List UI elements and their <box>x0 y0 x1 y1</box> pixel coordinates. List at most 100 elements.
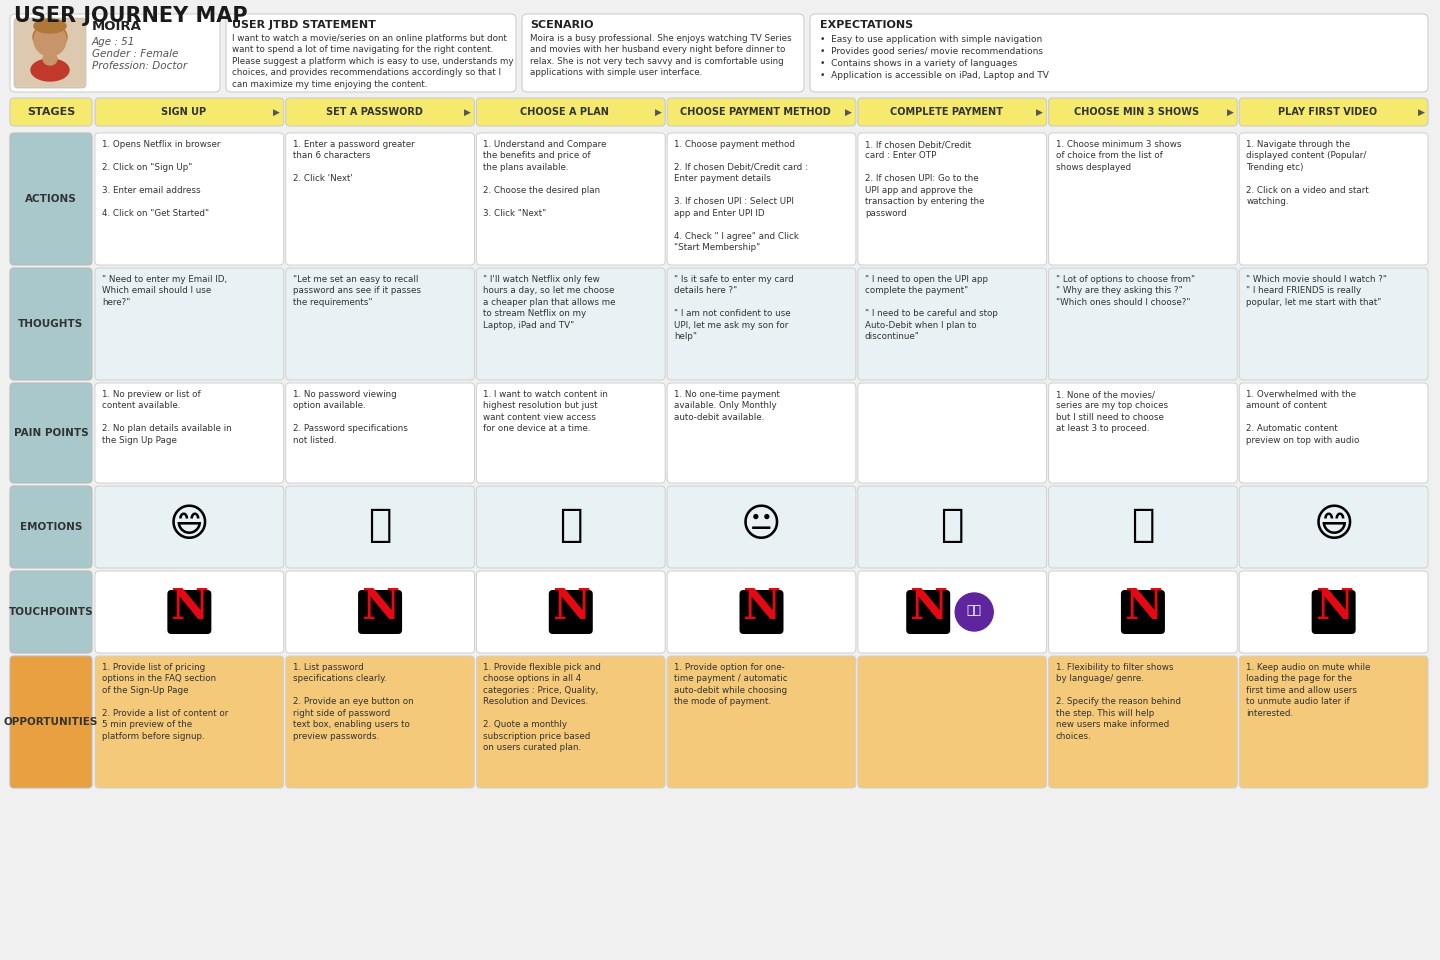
Text: •  Contains shows in a variety of languages: • Contains shows in a variety of languag… <box>819 59 1017 68</box>
FancyBboxPatch shape <box>10 268 92 380</box>
FancyBboxPatch shape <box>285 268 474 380</box>
Text: 1. Provide flexible pick and
choose options in all 4
categories : Price, Quality: 1. Provide flexible pick and choose opti… <box>484 663 602 752</box>
Text: N: N <box>1315 586 1352 628</box>
Text: N: N <box>552 586 590 628</box>
Text: PLAY FIRST VIDEO: PLAY FIRST VIDEO <box>1279 107 1377 117</box>
Text: 1. Understand and Compare
the benefits and price of
the plans available.

2. Cho: 1. Understand and Compare the benefits a… <box>484 140 606 218</box>
Text: TOUCHPOINTS: TOUCHPOINTS <box>9 607 94 617</box>
Text: ▶: ▶ <box>464 108 471 116</box>
Text: N: N <box>361 586 399 628</box>
FancyBboxPatch shape <box>1312 590 1355 634</box>
FancyBboxPatch shape <box>858 133 1047 265</box>
FancyBboxPatch shape <box>10 14 220 92</box>
FancyBboxPatch shape <box>1048 268 1237 380</box>
FancyBboxPatch shape <box>95 383 284 483</box>
Text: Gender : Female: Gender : Female <box>92 49 179 59</box>
FancyBboxPatch shape <box>906 590 950 634</box>
Ellipse shape <box>33 24 68 50</box>
Ellipse shape <box>43 53 58 65</box>
FancyBboxPatch shape <box>10 133 92 265</box>
FancyBboxPatch shape <box>95 486 284 568</box>
FancyBboxPatch shape <box>740 590 783 634</box>
Text: N: N <box>909 586 948 628</box>
FancyBboxPatch shape <box>858 486 1047 568</box>
FancyBboxPatch shape <box>1240 383 1428 483</box>
Text: EMOTIONS: EMOTIONS <box>20 522 82 532</box>
FancyBboxPatch shape <box>10 98 92 126</box>
FancyBboxPatch shape <box>809 14 1428 92</box>
FancyBboxPatch shape <box>1120 590 1165 634</box>
Text: PAIN POINTS: PAIN POINTS <box>14 428 88 438</box>
Text: 1. Provide list of pricing
options in the FAQ section
of the Sign-Up Page

2. Pr: 1. Provide list of pricing options in th… <box>102 663 229 741</box>
Text: 1. Overwhelmed with the
amount of content

2. Automatic content
preview on top w: 1. Overwhelmed with the amount of conten… <box>1246 390 1359 444</box>
Text: I want to watch a movie/series on an online platforms but dont
want to spend a l: I want to watch a movie/series on an onl… <box>232 34 514 88</box>
FancyBboxPatch shape <box>477 98 665 126</box>
Text: 🤔: 🤔 <box>559 506 582 544</box>
Text: •  Easy to use application with simple navigation: • Easy to use application with simple na… <box>819 35 1043 44</box>
FancyBboxPatch shape <box>285 656 474 788</box>
Text: 🤔: 🤔 <box>1132 506 1155 544</box>
Text: "Let me set an easy to recall
password ans see if it passes
the requirements": "Let me set an easy to recall password a… <box>292 275 420 307</box>
Text: 1. I want to watch content in
highest resolution but just
want content view acce: 1. I want to watch content in highest re… <box>484 390 608 433</box>
Text: " I'll watch Netflix only few
hours a day, so let me choose
a cheaper plan that : " I'll watch Netflix only few hours a da… <box>484 275 616 330</box>
FancyBboxPatch shape <box>858 383 1047 483</box>
Circle shape <box>35 24 66 56</box>
FancyBboxPatch shape <box>858 268 1047 380</box>
Text: ▶: ▶ <box>1417 108 1424 116</box>
Text: 1. Choose payment method

2. If chosen Debit/Credit card :
Enter payment details: 1. Choose payment method 2. If chosen De… <box>674 140 808 252</box>
Text: 🙂: 🙂 <box>940 506 963 544</box>
FancyBboxPatch shape <box>10 656 92 788</box>
Text: STAGES: STAGES <box>27 107 75 117</box>
FancyBboxPatch shape <box>477 486 665 568</box>
FancyBboxPatch shape <box>95 133 284 265</box>
FancyBboxPatch shape <box>1048 133 1237 265</box>
Text: OPPORTUNITIES: OPPORTUNITIES <box>4 717 98 727</box>
Ellipse shape <box>35 19 66 33</box>
FancyBboxPatch shape <box>10 486 92 568</box>
Text: " Lot of options to choose from"
" Why are they asking this ?"
"Which ones shoul: " Lot of options to choose from" " Why a… <box>1056 275 1195 307</box>
Text: USER JOURNEY MAP: USER JOURNEY MAP <box>14 6 248 26</box>
Text: 1. Keep audio on mute while
loading the page for the
first time and allow users
: 1. Keep audio on mute while loading the … <box>1246 663 1371 718</box>
Text: 😐: 😐 <box>742 506 782 544</box>
Text: Age : 51: Age : 51 <box>92 37 135 47</box>
FancyBboxPatch shape <box>1240 133 1428 265</box>
Text: N: N <box>1125 586 1162 628</box>
Text: Moira is a busy professional. She enjoys watching TV Series
and movies with her : Moira is a busy professional. She enjoys… <box>530 34 792 78</box>
Text: 1. Enter a password greater
than 6 characters

2. Click 'Next': 1. Enter a password greater than 6 chara… <box>292 140 415 183</box>
Text: 😄: 😄 <box>168 506 210 544</box>
Text: ▶: ▶ <box>655 108 661 116</box>
Text: CHOOSE MIN 3 SHOWS: CHOOSE MIN 3 SHOWS <box>1074 107 1200 117</box>
FancyBboxPatch shape <box>667 268 855 380</box>
Text: SET A PASSWORD: SET A PASSWORD <box>325 107 422 117</box>
FancyBboxPatch shape <box>285 133 474 265</box>
FancyBboxPatch shape <box>667 486 855 568</box>
FancyBboxPatch shape <box>477 656 665 788</box>
FancyBboxPatch shape <box>10 571 92 653</box>
Text: " Which movie should I watch ?"
" I heard FRIENDS is really
popular, let me star: " Which movie should I watch ?" " I hear… <box>1246 275 1387 307</box>
FancyBboxPatch shape <box>1240 656 1428 788</box>
FancyBboxPatch shape <box>1048 571 1237 653</box>
FancyBboxPatch shape <box>1048 486 1237 568</box>
Text: 1. Choose minimum 3 shows
of choice from the list of
shows desplayed: 1. Choose minimum 3 shows of choice from… <box>1056 140 1181 172</box>
FancyBboxPatch shape <box>667 656 855 788</box>
Text: 1. List password
specifications clearly.

2. Provide an eye button on
right side: 1. List password specifications clearly.… <box>292 663 413 741</box>
FancyBboxPatch shape <box>95 571 284 653</box>
FancyBboxPatch shape <box>858 656 1047 788</box>
FancyBboxPatch shape <box>285 486 474 568</box>
FancyBboxPatch shape <box>1048 656 1237 788</box>
Text: •  Application is accessible on iPad, Laptop and TV: • Application is accessible on iPad, Lap… <box>819 71 1048 80</box>
FancyBboxPatch shape <box>95 268 284 380</box>
FancyBboxPatch shape <box>667 383 855 483</box>
Text: " Need to enter my Email ID,
Which email should I use
here?": " Need to enter my Email ID, Which email… <box>102 275 228 307</box>
Text: 😄: 😄 <box>1313 506 1354 544</box>
FancyBboxPatch shape <box>477 133 665 265</box>
Text: ▶: ▶ <box>1227 108 1234 116</box>
Text: पे: पे <box>966 604 982 616</box>
FancyBboxPatch shape <box>1240 268 1428 380</box>
FancyBboxPatch shape <box>95 656 284 788</box>
FancyBboxPatch shape <box>1240 571 1428 653</box>
Text: ACTIONS: ACTIONS <box>24 194 76 204</box>
Text: SCENARIO: SCENARIO <box>530 20 593 30</box>
FancyBboxPatch shape <box>667 98 855 126</box>
FancyBboxPatch shape <box>477 571 665 653</box>
